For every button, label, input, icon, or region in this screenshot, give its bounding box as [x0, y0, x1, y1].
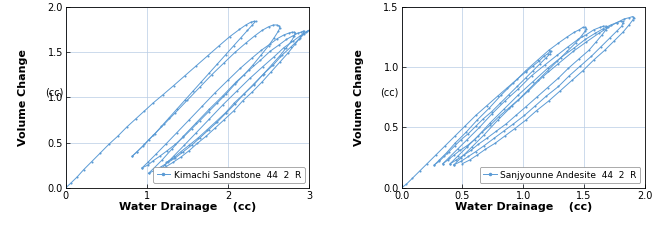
Text: Volume Change: Volume Change — [354, 49, 364, 146]
Y-axis label: (cc): (cc) — [45, 87, 63, 97]
X-axis label: Water Drainage    (cc): Water Drainage (cc) — [455, 202, 592, 212]
Legend: Sanjyounne Andesite  44  2  R: Sanjyounne Andesite 44 2 R — [480, 167, 640, 183]
X-axis label: Water Drainage    (cc): Water Drainage (cc) — [119, 202, 256, 212]
Y-axis label: (cc): (cc) — [380, 87, 399, 97]
Legend: Kimachi Sandstone  44  2  R: Kimachi Sandstone 44 2 R — [153, 167, 305, 183]
Text: Volume Change: Volume Change — [18, 49, 28, 146]
